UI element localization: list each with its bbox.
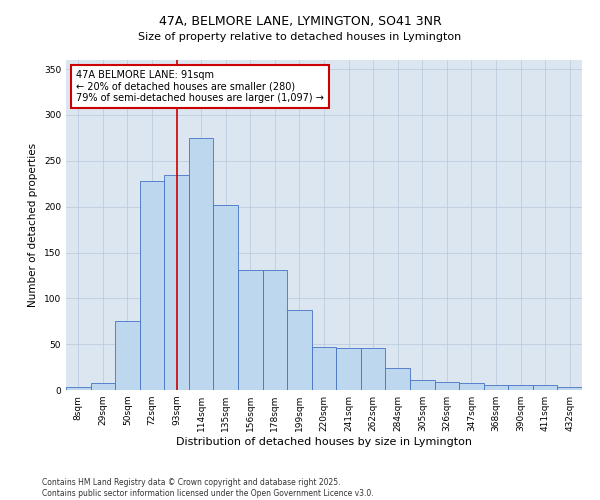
Bar: [336, 348, 361, 390]
Bar: [533, 384, 557, 390]
Bar: [91, 382, 115, 390]
Y-axis label: Number of detached properties: Number of detached properties: [28, 143, 38, 307]
X-axis label: Distribution of detached houses by size in Lymington: Distribution of detached houses by size …: [176, 437, 472, 447]
Bar: [434, 382, 459, 390]
Text: 47A BELMORE LANE: 91sqm
← 20% of detached houses are smaller (280)
79% of semi-d: 47A BELMORE LANE: 91sqm ← 20% of detache…: [76, 70, 324, 103]
Bar: [115, 322, 140, 390]
Bar: [287, 310, 312, 390]
Bar: [410, 380, 434, 390]
Bar: [189, 138, 214, 390]
Bar: [508, 386, 533, 390]
Bar: [385, 368, 410, 390]
Bar: [312, 347, 336, 390]
Bar: [214, 205, 238, 390]
Bar: [557, 387, 582, 390]
Bar: [459, 382, 484, 390]
Text: Size of property relative to detached houses in Lymington: Size of property relative to detached ho…: [139, 32, 461, 42]
Bar: [484, 386, 508, 390]
Bar: [361, 348, 385, 390]
Bar: [263, 270, 287, 390]
Text: 47A, BELMORE LANE, LYMINGTON, SO41 3NR: 47A, BELMORE LANE, LYMINGTON, SO41 3NR: [158, 15, 442, 28]
Bar: [238, 270, 263, 390]
Text: Contains HM Land Registry data © Crown copyright and database right 2025.
Contai: Contains HM Land Registry data © Crown c…: [42, 478, 374, 498]
Bar: [164, 174, 189, 390]
Bar: [140, 181, 164, 390]
Bar: [66, 387, 91, 390]
